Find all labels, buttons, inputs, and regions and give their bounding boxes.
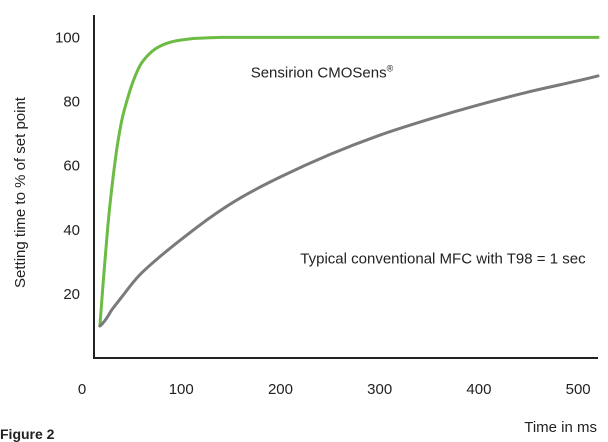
figure-label: Figure 2 bbox=[0, 426, 55, 442]
x-tick-label-300: 300 bbox=[367, 381, 392, 398]
x-tick-label-500: 500 bbox=[566, 381, 591, 398]
x-tick-label-200: 200 bbox=[268, 381, 293, 398]
x-tick-label-400: 400 bbox=[466, 381, 491, 398]
y-axis-title: Setting time to % of set point bbox=[12, 96, 29, 288]
y-tick-label-80: 80 bbox=[63, 94, 80, 111]
annotation-layer: Sensirion CMOSens® Typical conventional M… bbox=[251, 64, 586, 268]
annotation-sensirion-cmosens: Sensirion CMOSens® bbox=[251, 64, 394, 82]
y-tick-label-40: 40 bbox=[63, 222, 80, 239]
x-axis-title: Time in ms bbox=[524, 419, 597, 436]
x-tick-label-0: 0 bbox=[78, 381, 86, 398]
y-tick-labels: 20 40 60 80 100 bbox=[55, 29, 80, 302]
y-tick-label-100: 100 bbox=[55, 29, 80, 46]
series-layer bbox=[98, 35, 600, 328]
series-line-conventional-mfc bbox=[98, 74, 600, 328]
x-tick-labels: 0 100 200 300 400 500 bbox=[78, 381, 591, 398]
y-tick-label-20: 20 bbox=[63, 286, 80, 303]
series-line-sensirion-cmosens bbox=[98, 35, 600, 328]
registered-mark: ® bbox=[387, 64, 394, 74]
x-tick-label-100: 100 bbox=[169, 381, 194, 398]
y-tick-label-60: 60 bbox=[63, 158, 80, 175]
annotation-conventional-mfc: Typical conventional MFC with T98 = 1 se… bbox=[300, 251, 586, 268]
axes bbox=[93, 15, 598, 359]
